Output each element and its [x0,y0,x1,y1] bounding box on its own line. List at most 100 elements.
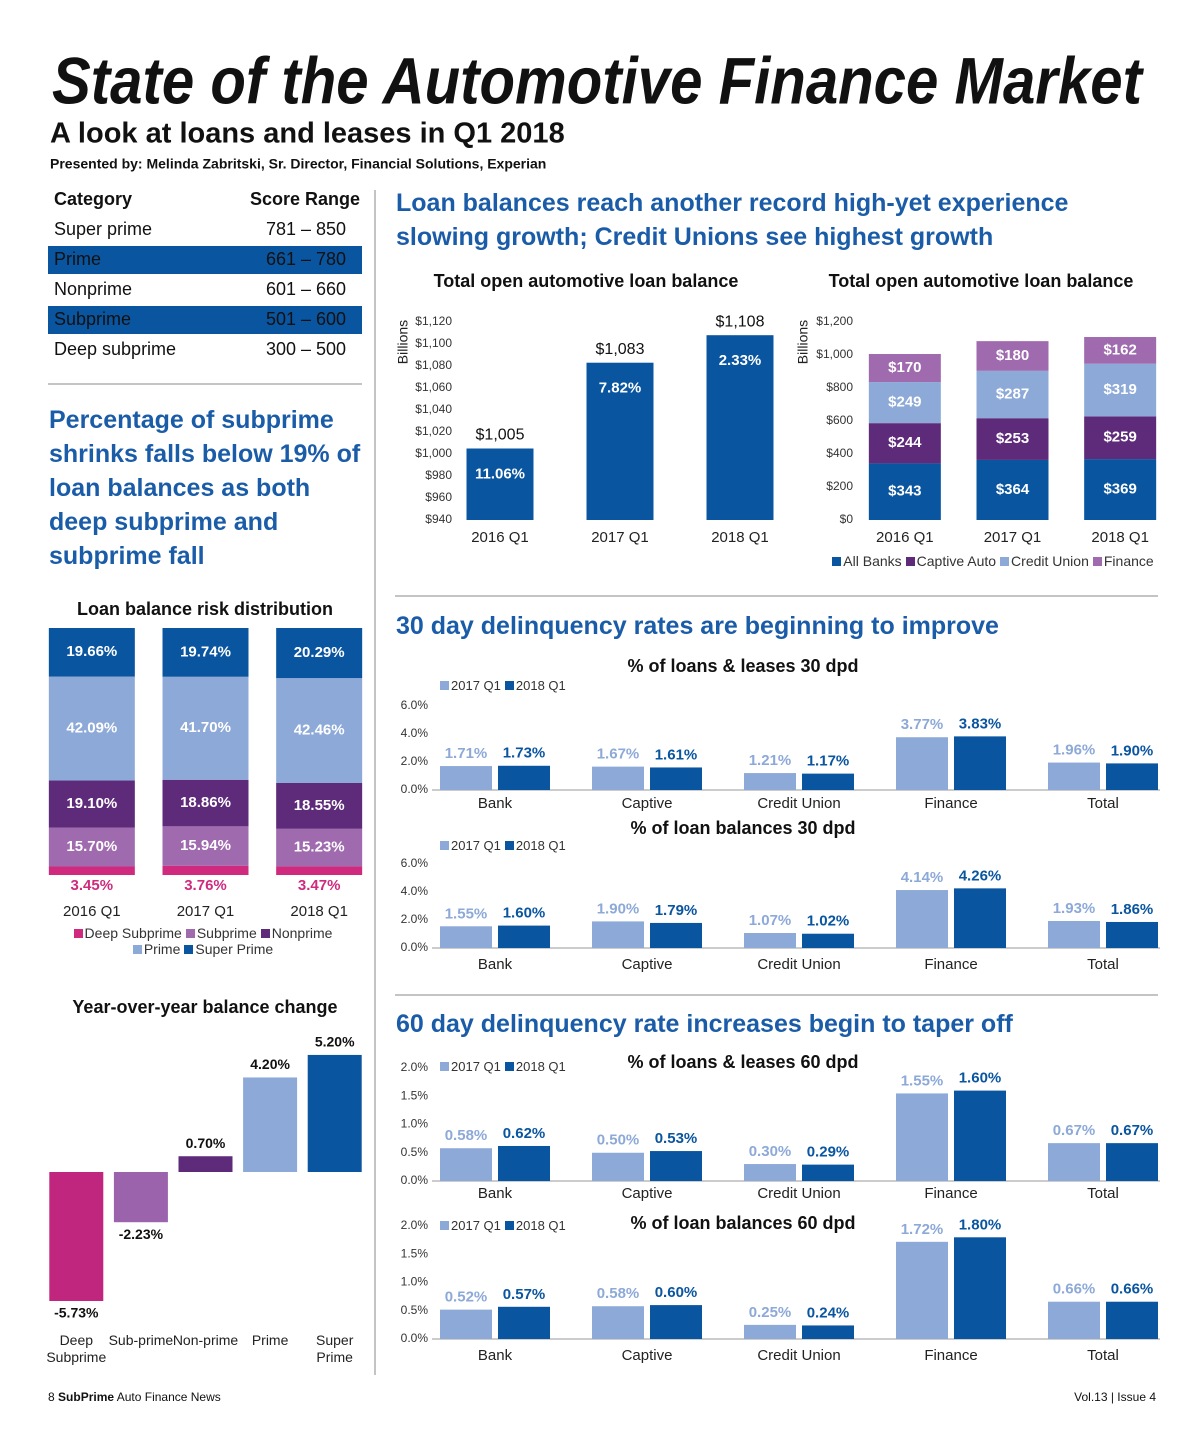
value-label: $244 [888,434,922,451]
value-label: 0.29% [807,1144,850,1161]
bar-segment [276,628,363,679]
bar [896,1093,948,1181]
legend-swatch [440,1062,449,1071]
legend-item: Credit Union [1000,553,1089,569]
value-label: 1.73% [503,745,546,762]
bar [802,933,854,948]
bar [586,362,654,520]
y-tick-label: $1,100 [415,336,452,350]
issue: Vol.13 | Issue 4 [1074,1390,1156,1404]
value-label: 19.74% [180,643,231,660]
legend-label: Finance [1103,553,1154,569]
bar [440,1148,492,1181]
bar-segment [276,828,363,867]
x-tick-label: 2018 Q1 [290,903,348,920]
value-label: $162 [1103,341,1136,358]
x-tick-label: Captive [622,795,673,812]
y-tick-label: 4.0% [401,884,429,898]
bar [896,737,948,790]
bar [802,1164,854,1181]
legend-label: Subprime [196,925,257,941]
bar [650,767,702,790]
bar-segment [1084,459,1157,520]
x-tick-label: Finance [924,1347,977,1364]
x-tick-label: Prime [251,1332,289,1348]
x-tick-label: Deep Subprime [46,1332,107,1365]
value-label: 3.47% [298,877,341,894]
value-label: $364 [996,481,1030,498]
table-cell: 501 – 600 [266,309,346,329]
bar-segment [162,628,249,677]
legend-item: Captive Auto [905,553,996,569]
left-heading: Percentage of subprime shrinks falls bel… [49,406,361,570]
bar [706,335,774,520]
value-label: 1.61% [655,746,698,763]
value-label: 3.77% [901,716,944,733]
legend-swatch [185,928,195,938]
legend-label: 2017 Q1 [451,1059,501,1074]
bar [1048,1301,1100,1339]
bar-segment [162,779,249,827]
legend-swatch [504,841,514,850]
bar-segment [868,463,941,520]
legend-swatch [504,1062,514,1071]
value-label: 0.52% [445,1289,488,1306]
x-tick-label: Credit Union [757,1347,840,1364]
legend-item: 2018 Q1 [504,838,566,853]
value-label: $369 [1103,481,1136,498]
legend-swatch [440,1221,449,1230]
y-tick-label: $800 [826,380,853,394]
value-label: -5.73% [54,1305,99,1321]
bar [650,1151,702,1181]
y-tick-label: 2.0% [401,754,429,768]
bar [802,773,854,790]
value-label: 0.70% [186,1135,226,1151]
value-label: 3.83% [959,715,1002,732]
legend-label: 2017 Q1 [451,1218,501,1233]
value-label: 1.80% [959,1216,1002,1233]
bar-segment [276,678,363,783]
legend-label: 2017 Q1 [451,838,501,853]
row-highlight [48,246,362,274]
legend-swatch [260,928,270,938]
value-label: 1.90% [597,900,640,917]
y-tick-label: $0 [840,512,854,526]
x-tick-label: Non-prime [172,1332,239,1348]
value-label: 0.66% [1053,1281,1096,1298]
bar-segment [976,459,1049,520]
y-axis-label: Billions [395,320,411,364]
value-label: 42.09% [66,720,117,737]
value-label: 18.86% [180,794,231,811]
x-tick-label: 2017 Q1 [177,903,235,920]
publication: Auto Finance News [117,1390,221,1404]
bar [498,765,550,790]
value-label: 4.14% [901,869,944,886]
bar-segment [1084,416,1157,460]
legend-label: Super Prime [195,941,274,957]
bar [954,1237,1006,1339]
legend-swatch [1000,556,1010,566]
growth-label: 7.82% [599,380,642,397]
legend-label: 2017 Q1 [451,678,501,693]
legend-label: Credit Union [1011,553,1089,569]
bar [744,773,796,790]
bar [1106,921,1158,948]
value-label: 0.30% [749,1143,792,1160]
byline: Presented by: Melinda Zabritski, Sr. Dir… [50,156,546,172]
bar-segment [1084,363,1157,417]
legend-item: 2017 Q1 [440,1059,501,1074]
legend-item: 2017 Q1 [440,678,501,693]
value-label: 0.53% [655,1130,698,1147]
value-label: 1.86% [1111,901,1154,918]
loan-heading: Loan balances reach another record high-… [396,189,1069,251]
value-label: 4.26% [959,867,1002,884]
y-tick-label: $600 [826,413,853,427]
bar-segment [1084,337,1157,364]
bar [440,926,492,948]
bar [498,1145,550,1181]
bar [466,448,534,520]
bar-segment [976,418,1049,460]
bar [802,1325,854,1339]
table-cell: 781 – 850 [266,219,346,239]
